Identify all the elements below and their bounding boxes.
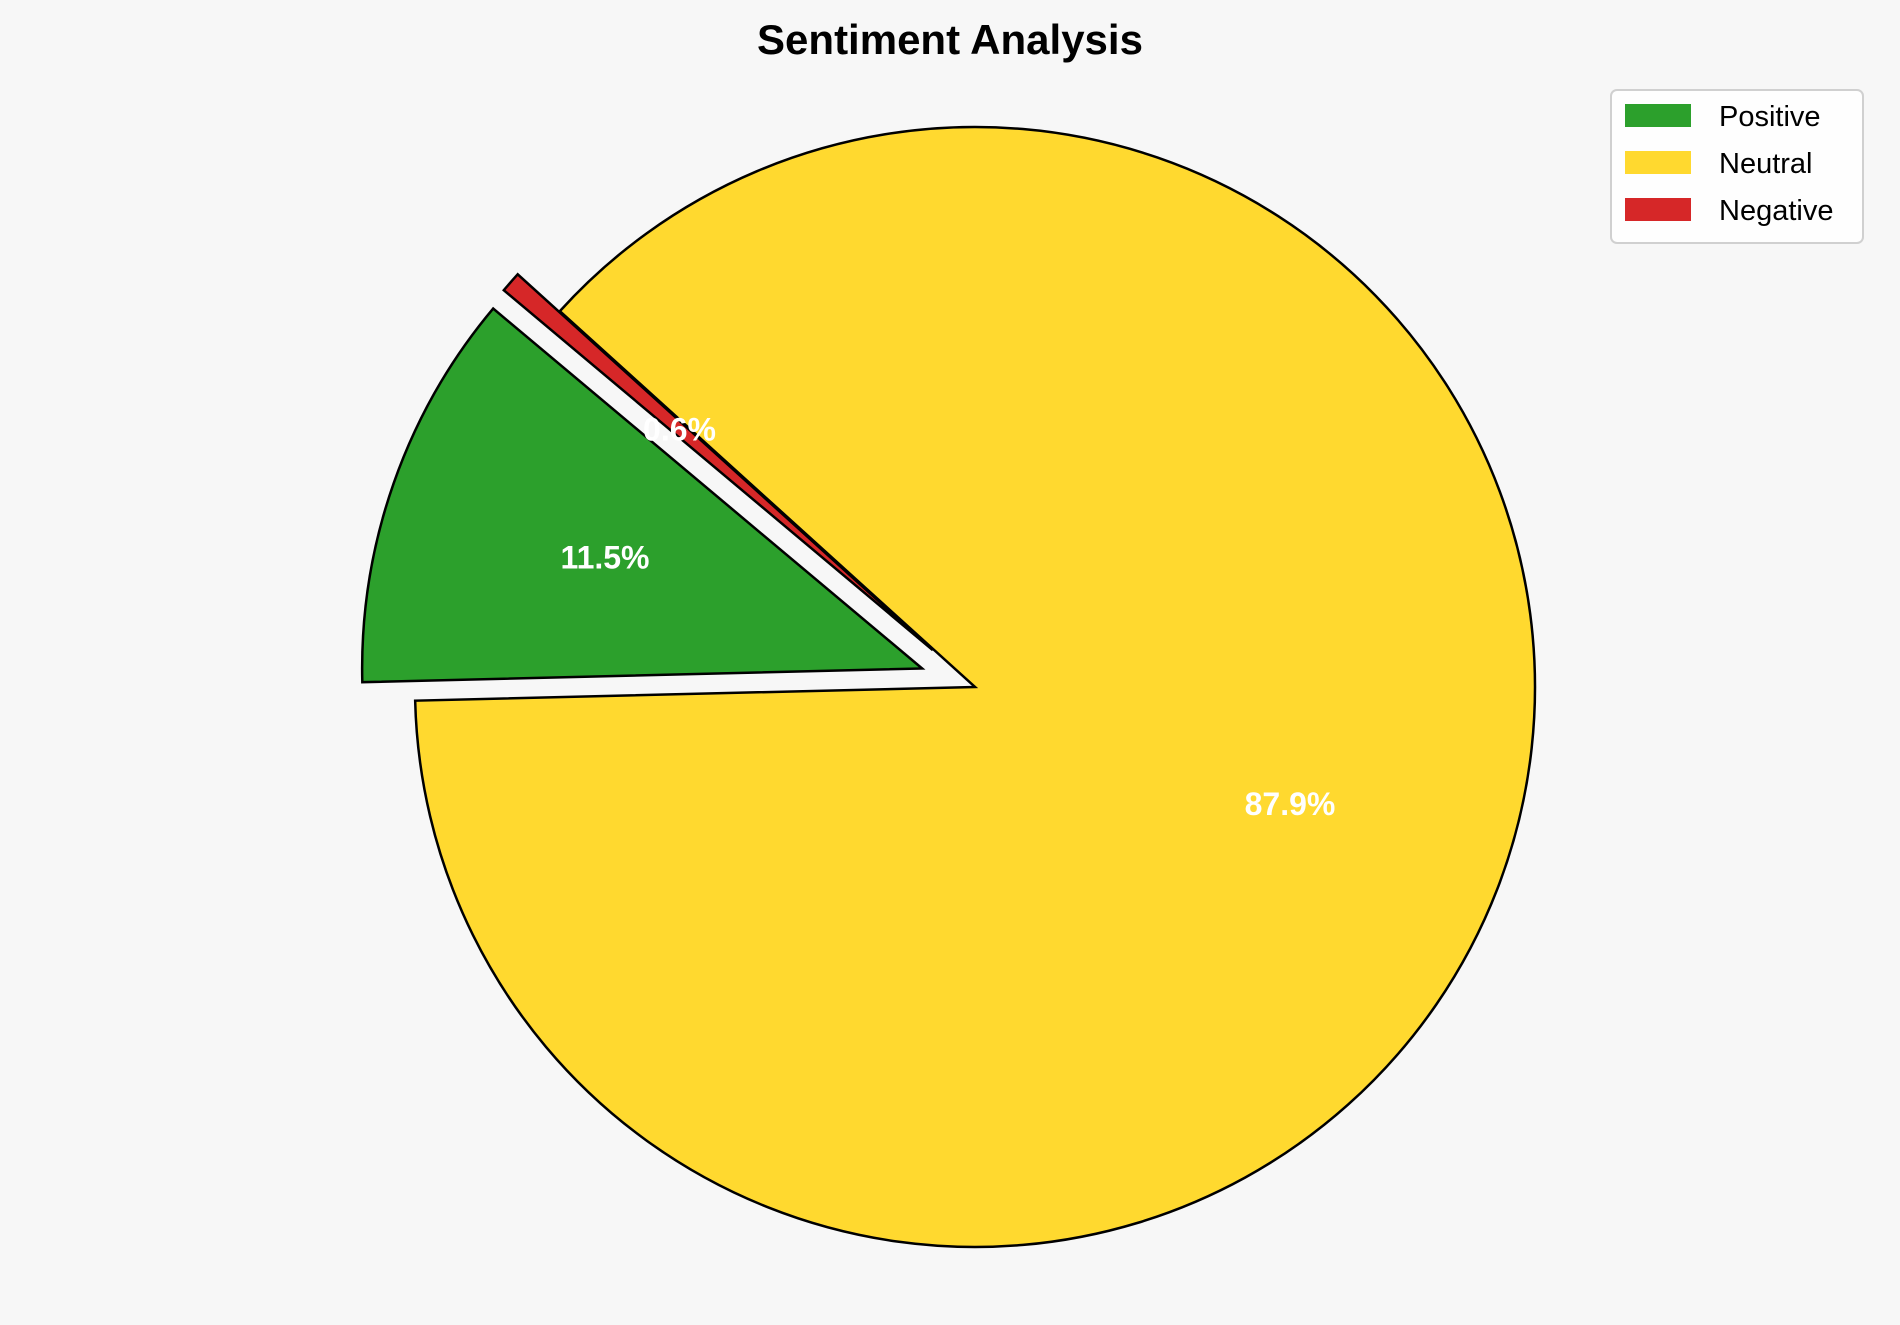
legend-label-positive: Positive: [1719, 101, 1821, 133]
slice-label-negative: 0.6%: [643, 411, 716, 447]
legend-swatch-neutral: [1625, 151, 1691, 174]
pie-slice-positive: [360, 306, 926, 684]
slice-label-positive: 11.5%: [561, 539, 650, 575]
legend-swatch-positive: [1625, 104, 1691, 127]
legend: Positive Neutral Negative: [1610, 89, 1864, 244]
slice-label-neutral: 87.9%: [1245, 786, 1336, 822]
pie-slice-negative: [502, 272, 934, 652]
legend-label-neutral: Neutral: [1719, 148, 1813, 180]
chart-title: Sentiment Analysis: [757, 16, 1143, 63]
legend-swatch-negative: [1625, 198, 1691, 221]
pie-slice-neutral: [413, 125, 1537, 1249]
legend-label-negative: Negative: [1719, 195, 1833, 227]
